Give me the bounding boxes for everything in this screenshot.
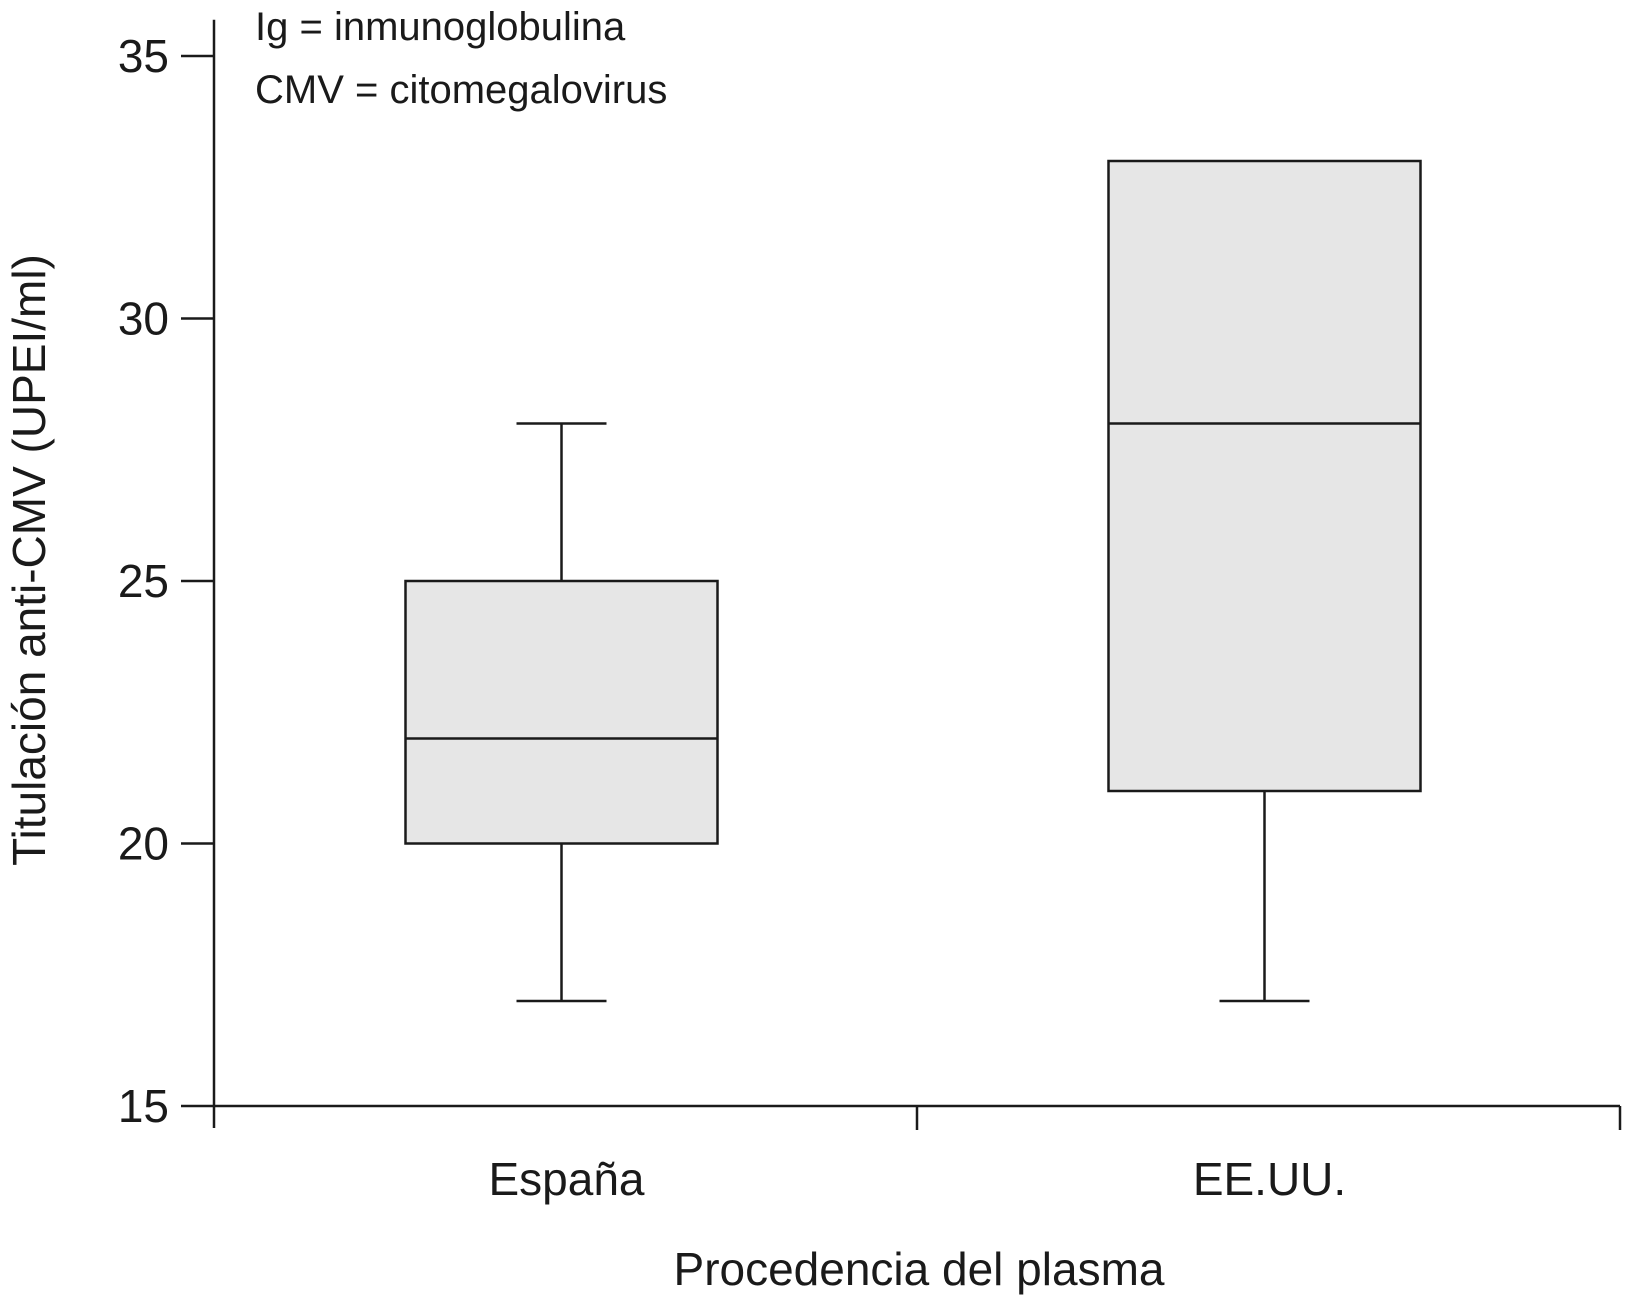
y-tick-label: 20 <box>118 818 169 870</box>
y-tick-label: 35 <box>118 30 169 82</box>
y-tick-label: 15 <box>118 1080 169 1132</box>
box-group-0: España <box>404 422 719 1205</box>
annotation-cmv: CMV = citomegalovirus <box>255 68 667 112</box>
annotation-ig: Ig = inmunoglobulina <box>255 5 626 49</box>
labels: Ig = inmunoglobulina CMV = citomegalovir… <box>3 5 1165 1295</box>
y-tick-label: 25 <box>118 555 169 607</box>
boxes: España EE.UU. <box>404 159 1422 1205</box>
y-tick-label: 30 <box>118 293 169 345</box>
box-iqr <box>1107 159 1422 793</box>
x-axis-title: Procedencia del plasma <box>674 1243 1165 1295</box>
axes: 15 20 25 30 35 <box>118 19 1622 1132</box>
y-axis-title: Titulación anti-CMV (UPEI/ml) <box>3 254 55 866</box>
x-category-label: EE.UU. <box>1193 1153 1346 1205</box>
box-iqr <box>404 579 719 845</box>
x-category-label: España <box>488 1153 644 1205</box>
box-group-1: EE.UU. <box>1107 159 1422 1205</box>
